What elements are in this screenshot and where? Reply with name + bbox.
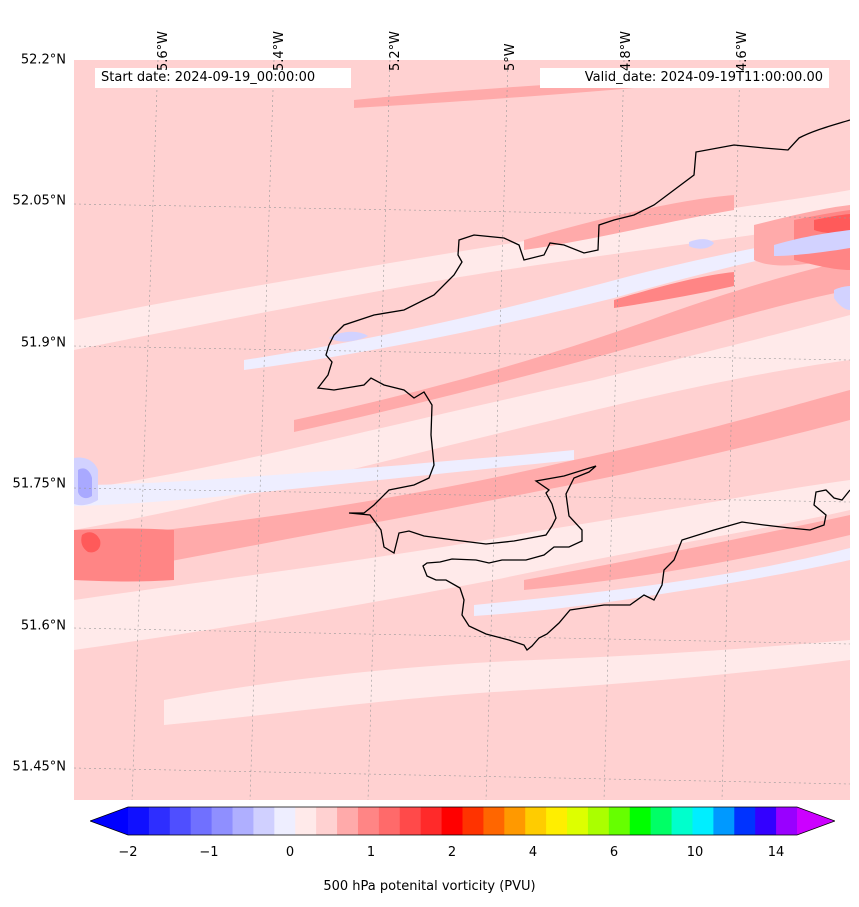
graticule-line [74,627,850,645]
colorbar-swatch [462,807,484,835]
colorbar-swatch [713,807,735,835]
colorbar-tick-label: 14 [767,845,785,860]
deep-patch [814,214,850,234]
graticule-line [74,203,850,219]
pv-contour-bands [74,78,850,725]
colorbar-tick-label: 1 [366,845,376,860]
colorbar-swatch [128,807,150,835]
latitude-label: 51.6°N [20,618,66,634]
colorbar-swatch [232,807,254,835]
colorbar-tick-label: 10 [686,845,704,860]
graticule-line [131,60,159,800]
colorbar-swatch [253,807,275,835]
colorbar-swatch [734,807,756,835]
neg-patch [774,230,850,256]
latitude-label: 51.45°N [12,759,66,775]
graticule-line [74,487,850,503]
colorbar-over-arrow [797,807,835,835]
longitude-label: 4.8°W [619,30,634,71]
colorbar-swatch [755,807,777,835]
neutral-band [244,230,850,370]
colorbar-swatch [567,807,589,835]
colorbar-tick-label: −1 [199,845,219,860]
strong-band [614,272,734,308]
map-frame [74,60,850,800]
colorbar-swatch [692,807,714,835]
colorbar-swatch [608,807,631,835]
graticule-line [74,767,850,785]
colorbar-tick-label: 2 [447,845,457,860]
graticule-line [485,60,509,800]
colorbar-swatch [399,807,422,835]
neutral-band [474,548,850,616]
longitude-label: 5°W [503,43,518,71]
longitude-label: 5.2°W [388,30,403,71]
graticule-line [721,60,741,800]
light-band [164,640,850,725]
longitude-label: 5.6°W [156,30,171,71]
start-date-label: Start date: 2024-09-19_00:00:00 [95,68,351,88]
latitude-label: 52.2°N [20,52,66,68]
graticule-line [249,60,275,800]
latitude-label: 52.05°N [12,193,66,209]
colorbar-title: 500 hPa potenital vorticity (PVU) [323,879,536,894]
colorbar-swatch [504,807,526,835]
colorbar-tick-label: 0 [285,845,295,860]
longitude-label: 4.6°W [735,30,750,71]
colorbar-swatch [337,807,359,835]
latitude-label: 51.9°N [20,335,66,351]
colorbar-swatch [190,807,213,835]
graticule-line [603,60,625,800]
coastline-north [316,119,850,651]
colorbar [90,806,835,836]
neg-mid-patch [78,468,92,499]
colorbar-swatch [316,807,338,835]
colorbar-swatch [776,807,798,835]
graticule-line [367,60,391,800]
pv-field-map[interactable] [74,60,850,800]
coastline [316,119,850,651]
colorbar-swatch [295,807,317,835]
neg-patch [689,239,714,249]
colorbar-swatch [378,807,401,835]
latitude-label: 51.75°N [12,476,66,492]
mid-band [74,390,850,580]
colorbar-outline [90,806,835,836]
colorbar-swatch [441,807,463,835]
graticule [74,60,850,800]
valid-date-label: Valid_date: 2024-09-19T11:00:00.00 [540,68,829,88]
mid-band [524,515,850,590]
longitude-label: 5.4°W [272,30,287,71]
light-band [74,190,850,350]
light-band [74,480,850,650]
colorbar-swatch [274,807,296,835]
neutral-band [74,450,574,506]
colorbar-tick-label: −2 [118,845,138,860]
colorbar-swatch [671,807,693,835]
colorbar-under-arrow [90,807,128,835]
colorbar-swatch [546,807,568,835]
colorbar-tick-label: 6 [609,845,619,860]
colorbar-swatch [650,807,673,835]
colorbar-swatch [483,807,505,835]
colorbar-swatch [420,807,443,835]
colorbar-swatch [148,807,171,835]
colorbar-swatch [357,807,380,835]
colorbar-swatch [525,807,547,835]
colorbar-swatch [629,807,652,835]
mid-band [524,195,734,250]
neg-patch [329,331,368,342]
graticule-line [74,345,850,361]
neg-patch [834,286,850,310]
colorbar-swatch [587,807,610,835]
mid-band [294,260,850,432]
colorbar-swatch [169,807,192,835]
colorbar-swatch [211,807,234,835]
deep-patch [81,532,101,553]
colorbar-tick-label: 4 [528,845,538,860]
